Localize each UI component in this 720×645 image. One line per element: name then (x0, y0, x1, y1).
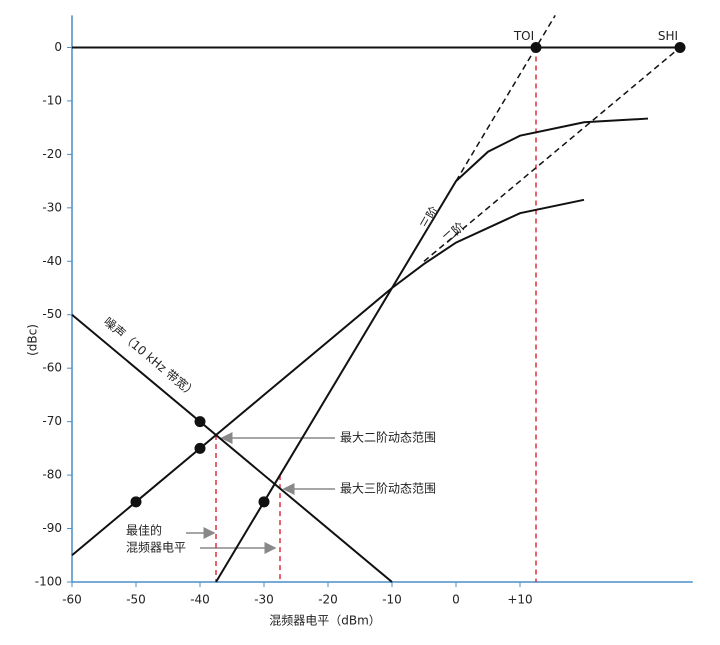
x-tick-label: -20 (318, 593, 338, 607)
x-tick-label: -50 (126, 593, 146, 607)
series-label: 噪声（10 kHz 带宽） (101, 314, 200, 401)
annotation: 最佳的 (126, 523, 162, 538)
annotation: 最大三阶动态范围 (340, 482, 436, 496)
line (455, 15, 556, 182)
x-tick-label: -40 (190, 593, 210, 607)
point (530, 41, 542, 53)
x-tick-label: +10 (507, 593, 532, 607)
y-axis-title: (dBc) (26, 324, 40, 356)
point-label: TOI (513, 29, 534, 43)
x-tick-label: 0 (452, 593, 460, 607)
y-tick-label: -60 (42, 361, 62, 375)
line (423, 46, 681, 262)
y-tick-label: -50 (42, 307, 62, 321)
x-tick-label: -60 (62, 593, 82, 607)
y-tick-label: -20 (42, 147, 62, 161)
y-tick-label: -30 (42, 200, 62, 214)
y-tick-label: -40 (42, 254, 62, 268)
point-label: SHI (658, 29, 678, 43)
point (194, 442, 206, 454)
line (215, 117, 649, 583)
y-tick-label: -100 (35, 575, 62, 589)
point (194, 416, 206, 428)
y-tick-label: 0 (54, 40, 62, 54)
series-label: 三阶 (418, 204, 442, 232)
x-tick-label: -10 (382, 593, 402, 607)
annotation: 最大二阶动态范围 (340, 431, 436, 445)
point (674, 41, 686, 53)
x-tick-label: -30 (254, 593, 274, 607)
y-tick-label: -70 (42, 414, 62, 428)
line (71, 313, 393, 583)
y-tick-label: -80 (42, 468, 62, 482)
x-axis-title: 混频器电平（dBm） (269, 614, 381, 628)
point (130, 496, 142, 508)
y-tick-label: -10 (42, 93, 62, 107)
line (71, 198, 585, 557)
point (258, 496, 270, 508)
annotation: 混频器电平 (126, 541, 186, 555)
series-label: 二阶 (440, 219, 467, 245)
y-tick-label: -90 (42, 521, 62, 535)
